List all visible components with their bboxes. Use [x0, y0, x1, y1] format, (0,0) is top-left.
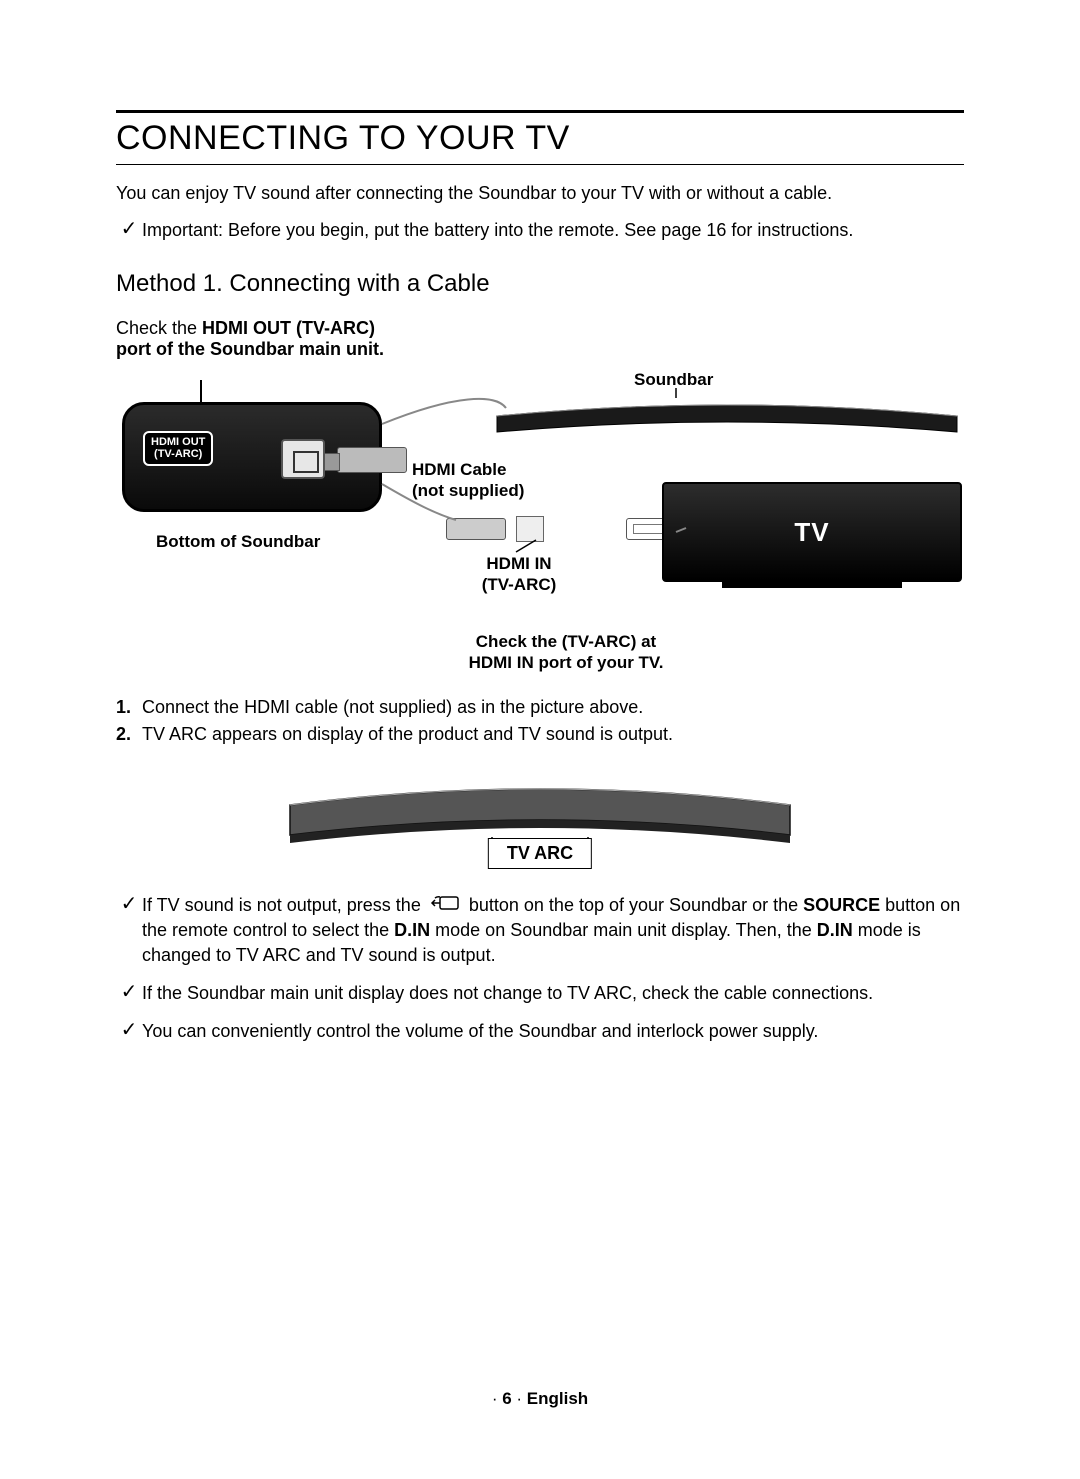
method-heading: Method 1. Connecting with a Cable	[116, 270, 964, 298]
check-icon: ✓	[116, 981, 142, 1003]
top-rule	[116, 110, 964, 113]
check-port-pre: Check the	[116, 318, 202, 338]
source-cycle-icon	[429, 894, 461, 918]
footer-dot: ·	[492, 1389, 502, 1408]
footer-lang: English	[527, 1389, 588, 1408]
check-tv-l2: HDMI IN port of your TV.	[469, 653, 664, 672]
note1-b3: D.IN	[817, 920, 853, 940]
soundbar-bottom-panel: HDMI OUT (TV-ARC)	[122, 402, 382, 512]
important-text: Important: Before you begin, put the bat…	[142, 218, 964, 242]
note-text: If the Soundbar main unit display does n…	[142, 981, 964, 1005]
check-port-line2: port of the Soundbar main unit.	[116, 339, 964, 360]
tv-stand	[722, 582, 902, 588]
connector-icon	[516, 516, 544, 542]
footer-sep: ·	[512, 1389, 527, 1408]
important-note: ✓ Important: Before you begin, put the b…	[116, 218, 964, 242]
step-text: Connect the HDMI cable (not supplied) as…	[142, 697, 964, 718]
plug-left-icon	[446, 518, 506, 540]
check-port-line1: Check the HDMI OUT (TV-ARC)	[116, 318, 964, 339]
section-title: CONNECTING TO YOUR TV	[116, 119, 964, 165]
steps-list: 1. Connect the HDMI cable (not supplied)…	[116, 697, 964, 745]
check-icon: ✓	[116, 1019, 142, 1041]
port-badge-l2: (TV-ARC)	[154, 448, 202, 460]
note-item: ✓ You can conveniently control the volum…	[116, 1019, 964, 1043]
hdmi-out-badge: HDMI OUT (TV-ARC)	[143, 431, 213, 466]
hdmi-plug-icon	[337, 447, 407, 473]
bottom-of-soundbar-label: Bottom of Soundbar	[156, 532, 320, 552]
note1-b2: D.IN	[394, 920, 430, 940]
hdmi-in-l2: (TV-ARC)	[482, 575, 557, 594]
note1-mid1: button on the top of your Soundbar or th…	[469, 895, 803, 915]
port-badge-l1: HDMI OUT	[151, 436, 205, 448]
page-footer: · 6 · English	[0, 1389, 1080, 1409]
connection-diagram: HDMI OUT (TV-ARC) Bottom of Soundbar Sou…	[116, 364, 962, 624]
check-tv-arc-label: Check the (TV-ARC) at HDMI IN port of yo…	[446, 632, 686, 673]
manual-page: CONNECTING TO YOUR TV You can enjoy TV s…	[0, 0, 1080, 1479]
hdmi-cable-l2: (not supplied)	[412, 481, 524, 500]
soundbar-label: Soundbar	[634, 370, 713, 390]
hdmi-cable-l1: HDMI Cable	[412, 460, 506, 479]
note-item: ✓ If the Soundbar main unit display does…	[116, 981, 964, 1005]
tvarc-label: TV ARC	[488, 838, 592, 869]
step-item: 2. TV ARC appears on display of the prod…	[116, 724, 964, 745]
step-text: TV ARC appears on display of the product…	[142, 724, 964, 745]
note1-b1: SOURCE	[803, 895, 880, 915]
hdmi-in-l1: HDMI IN	[486, 554, 551, 573]
footer-page: 6	[502, 1389, 511, 1408]
tv-label: TV	[794, 517, 829, 548]
notes-list: ✓ If TV sound is not output, press the b…	[116, 893, 964, 1044]
note-item: ✓ If TV sound is not output, press the b…	[116, 893, 964, 967]
step-number: 1.	[116, 697, 142, 718]
soundbar-tvarc-figure: TV ARC	[280, 765, 800, 865]
note1-mid3: mode on Soundbar main unit display. Then…	[435, 920, 817, 940]
hdmi-cable-label: HDMI Cable (not supplied)	[412, 460, 524, 501]
check-port-callout: Check the HDMI OUT (TV-ARC) port of the …	[116, 318, 964, 360]
soundbar-graphic	[492, 392, 962, 438]
lead-line	[200, 380, 202, 404]
step-number: 2.	[116, 724, 142, 745]
step-item: 1. Connect the HDMI cable (not supplied)…	[116, 697, 964, 718]
note1-pre: If TV sound is not output, press the	[142, 895, 426, 915]
check-port-bold: HDMI OUT (TV-ARC)	[202, 318, 375, 338]
intro-text: You can enjoy TV sound after connecting …	[116, 183, 964, 204]
check-tv-l1: Check the (TV-ARC) at	[476, 632, 656, 651]
note-text: If TV sound is not output, press the but…	[142, 893, 964, 967]
soundbar-svg	[492, 392, 962, 438]
check-icon: ✓	[116, 893, 142, 915]
check-icon: ✓	[116, 218, 142, 240]
hdmi-in-label: HDMI IN (TV-ARC)	[464, 554, 574, 595]
hdmi-port-icon	[281, 439, 325, 479]
tv-graphic: TV	[662, 482, 962, 582]
note-text: You can conveniently control the volume …	[142, 1019, 964, 1043]
hdmi-cable-graphic	[446, 514, 686, 544]
